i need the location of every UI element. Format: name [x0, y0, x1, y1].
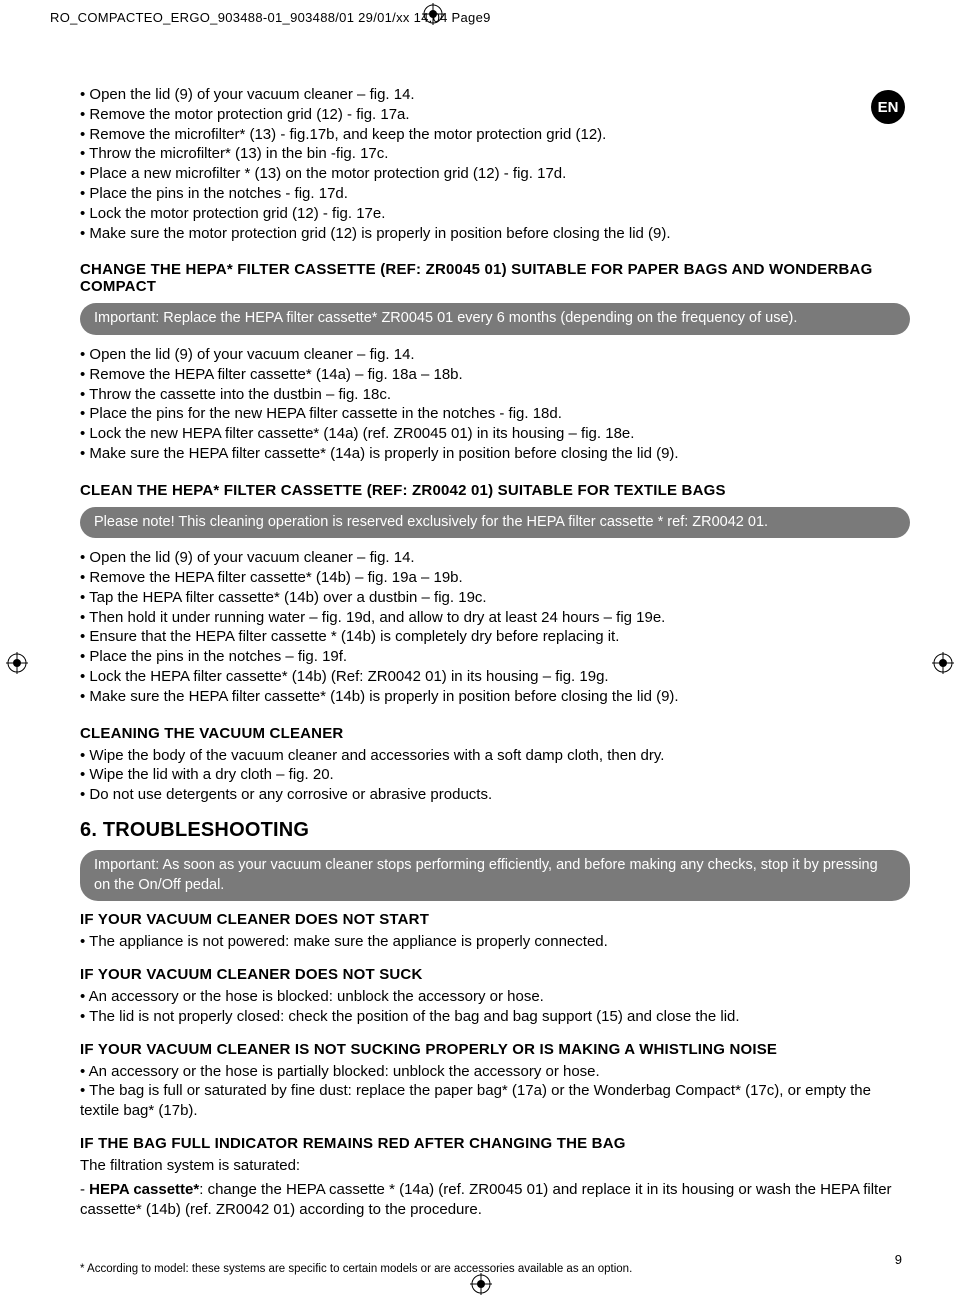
- ts-not-start-title: IF YOUR VACUUM CLEANER DOES NOT START: [80, 911, 910, 928]
- list-item: Lock the HEPA filter cassette* (14b) (Re…: [80, 667, 910, 687]
- list-item: Open the lid (9) of your vacuum cleaner …: [80, 548, 910, 568]
- manual-page: RO_COMPACTEO_ERGO_903488-01_903488/01 29…: [0, 0, 960, 1219]
- troubleshooting-title: 6. TROUBLESHOOTING: [80, 819, 910, 842]
- ts-bag-full: IF THE BAG FULL INDICATOR REMAINS RED AF…: [80, 1135, 910, 1219]
- change-hepa-title: CHANGE THE HEPA* FILTER CASSETTE (REF: Z…: [80, 261, 910, 295]
- change-hepa-note: Important: Replace the HEPA filter casse…: [80, 303, 910, 335]
- clean-hepa-steps: Open the lid (9) of your vacuum cleaner …: [80, 548, 910, 706]
- list-item: Ensure that the HEPA filter cassette * (…: [80, 627, 910, 647]
- ts-bag-full-line1: The filtration system is saturated:: [80, 1156, 910, 1176]
- list-item: The lid is not properly closed: check th…: [80, 1007, 910, 1027]
- list-item: Place the pins in the notches – fig. 19f…: [80, 647, 910, 667]
- microfilter-steps: Open the lid (9) of your vacuum cleaner …: [80, 85, 910, 243]
- list-item: Make sure the motor protection grid (12)…: [80, 224, 910, 244]
- registration-mark-icon: [932, 652, 954, 674]
- list-item: The bag is full or saturated by fine dus…: [80, 1081, 910, 1121]
- list-item: Remove the microfilter* (13) - fig.17b, …: [80, 125, 910, 145]
- list-item: Place the pins in the notches - fig. 17d…: [80, 184, 910, 204]
- ts-not-start-items: The appliance is not powered: make sure …: [80, 932, 910, 952]
- ts-not-suck: IF YOUR VACUUM CLEANER DOES NOT SUCK An …: [80, 966, 910, 1027]
- list-item: The appliance is not powered: make sure …: [80, 932, 910, 952]
- clean-hepa-note: Please note! This cleaning operation is …: [80, 507, 910, 539]
- list-item: Then hold it under running water – fig. …: [80, 608, 910, 628]
- footnote: * According to model: these systems are …: [80, 1263, 632, 1275]
- troubleshooting-note: Important: As soon as your vacuum cleane…: [80, 850, 910, 901]
- ts-whistling-items: An accessory or the hose is partially bl…: [80, 1062, 910, 1121]
- list-item: Lock the new HEPA filter cassette* (14a)…: [80, 424, 910, 444]
- print-header: RO_COMPACTEO_ERGO_903488-01_903488/01 29…: [50, 10, 880, 25]
- ts-bag-full-line2: - HEPA cassette*: change the HEPA casset…: [80, 1180, 910, 1220]
- ts-not-start: IF YOUR VACUUM CLEANER DOES NOT START Th…: [80, 911, 910, 952]
- list-item: Open the lid (9) of your vacuum cleaner …: [80, 345, 910, 365]
- cleaning-vc-title: CLEANING THE VACUUM CLEANER: [80, 725, 910, 742]
- list-item: An accessory or the hose is partially bl…: [80, 1062, 910, 1082]
- ts4-bold: HEPA cassette*: [89, 1181, 199, 1198]
- clean-hepa-title: CLEAN THE HEPA* FILTER CASSETTE (REF: ZR…: [80, 482, 910, 499]
- list-item: Wipe the body of the vacuum cleaner and …: [80, 746, 910, 766]
- list-item: Throw the microfilter* (13) in the bin -…: [80, 144, 910, 164]
- ts4-prefix: -: [80, 1181, 89, 1198]
- list-item: Wipe the lid with a dry cloth – fig. 20.: [80, 765, 910, 785]
- language-badge: EN: [871, 90, 905, 124]
- list-item: Do not use detergents or any corrosive o…: [80, 785, 910, 805]
- ts-not-suck-title: IF YOUR VACUUM CLEANER DOES NOT SUCK: [80, 966, 910, 983]
- list-item: Throw the cassette into the dustbin – fi…: [80, 385, 910, 405]
- page-number: 9: [895, 1252, 902, 1267]
- change-hepa-steps: Open the lid (9) of your vacuum cleaner …: [80, 345, 910, 464]
- list-item: Remove the motor protection grid (12) - …: [80, 105, 910, 125]
- list-item: Tap the HEPA filter cassette* (14b) over…: [80, 588, 910, 608]
- list-item: Remove the HEPA filter cassette* (14a) –…: [80, 365, 910, 385]
- ts-whistling: IF YOUR VACUUM CLEANER IS NOT SUCKING PR…: [80, 1041, 910, 1121]
- list-item: Place the pins for the new HEPA filter c…: [80, 404, 910, 424]
- ts4-rest: : change the HEPA cassette * (14a) (ref.…: [80, 1181, 892, 1218]
- cleaning-vc-steps: Wipe the body of the vacuum cleaner and …: [80, 746, 910, 805]
- registration-mark-icon: [422, 3, 444, 25]
- ts-bag-full-title: IF THE BAG FULL INDICATOR REMAINS RED AF…: [80, 1135, 910, 1152]
- list-item: Lock the motor protection grid (12) - fi…: [80, 204, 910, 224]
- list-item: Make sure the HEPA filter cassette* (14a…: [80, 444, 910, 464]
- list-item: Open the lid (9) of your vacuum cleaner …: [80, 85, 910, 105]
- list-item: Place a new microfilter * (13) on the mo…: [80, 164, 910, 184]
- list-item: Make sure the HEPA filter cassette* (14b…: [80, 687, 910, 707]
- ts-whistling-title: IF YOUR VACUUM CLEANER IS NOT SUCKING PR…: [80, 1041, 910, 1058]
- registration-mark-icon: [470, 1273, 492, 1295]
- ts-not-suck-items: An accessory or the hose is blocked: unb…: [80, 987, 910, 1027]
- list-item: Remove the HEPA filter cassette* (14b) –…: [80, 568, 910, 588]
- list-item: An accessory or the hose is blocked: unb…: [80, 987, 910, 1007]
- registration-mark-icon: [6, 652, 28, 674]
